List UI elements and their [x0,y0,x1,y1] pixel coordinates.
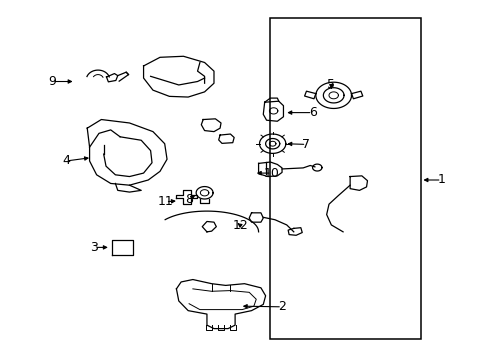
Text: 3: 3 [90,241,98,254]
Text: 6: 6 [308,106,316,119]
Bar [270,18,420,339]
Text: 1: 1 [437,174,445,186]
Text: 4: 4 [62,154,70,167]
Text: 8: 8 [185,193,193,206]
Text: 11: 11 [158,195,173,208]
Text: 10: 10 [263,167,279,180]
Text: 7: 7 [302,138,310,151]
Text: 5: 5 [326,78,335,91]
Text: 12: 12 [232,219,248,232]
Text: 2: 2 [278,300,285,313]
Text: 9: 9 [48,75,56,88]
